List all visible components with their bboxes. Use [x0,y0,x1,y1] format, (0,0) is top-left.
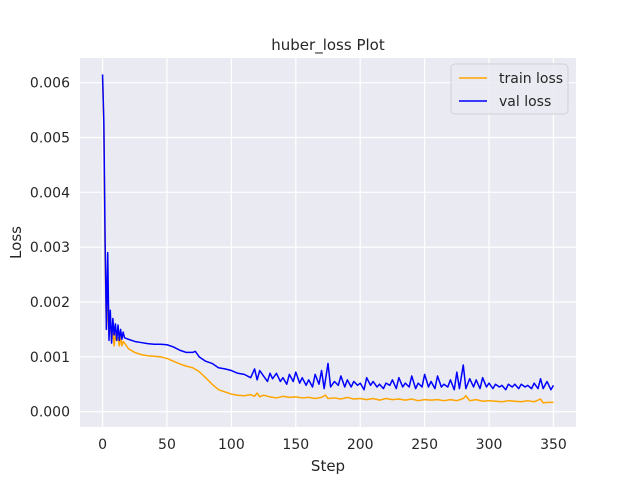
x-tick-label: 150 [282,437,309,453]
x-tick-label: 0 [98,437,107,453]
x-tick-label: 250 [411,437,438,453]
legend: train loss val loss [450,63,569,115]
grid-lines [80,58,576,427]
y-axis-ticks: 0.000 0.001 0.002 0.003 0.004 0.005 0.006 [30,76,70,421]
y-tick-label: 0.006 [30,76,70,92]
legend-label: train loss [499,71,563,87]
y-tick-label: 0.000 [30,405,70,421]
series-line-val-loss [101,74,555,391]
series-lines [101,74,555,404]
legend-label: val loss [499,94,551,110]
y-tick-label: 0.003 [30,240,70,256]
chart-title: huber_loss Plot [271,36,385,55]
x-axis-label: Step [311,457,345,475]
x-tick-label: 350 [540,437,567,453]
x-tick-label: 300 [476,437,503,453]
y-tick-label: 0.005 [30,131,70,147]
series-line-train-loss [101,77,554,404]
x-tick-label: 50 [158,437,176,453]
y-tick-label: 0.004 [30,185,70,201]
y-tick-label: 0.002 [30,295,70,311]
y-axis-label: Loss [7,226,25,259]
x-axis-ticks: 0 50 100 150 200 250 300 350 [98,437,567,453]
x-tick-label: 200 [347,437,374,453]
x-tick-label: 100 [218,437,245,453]
y-tick-label: 0.001 [30,350,70,366]
